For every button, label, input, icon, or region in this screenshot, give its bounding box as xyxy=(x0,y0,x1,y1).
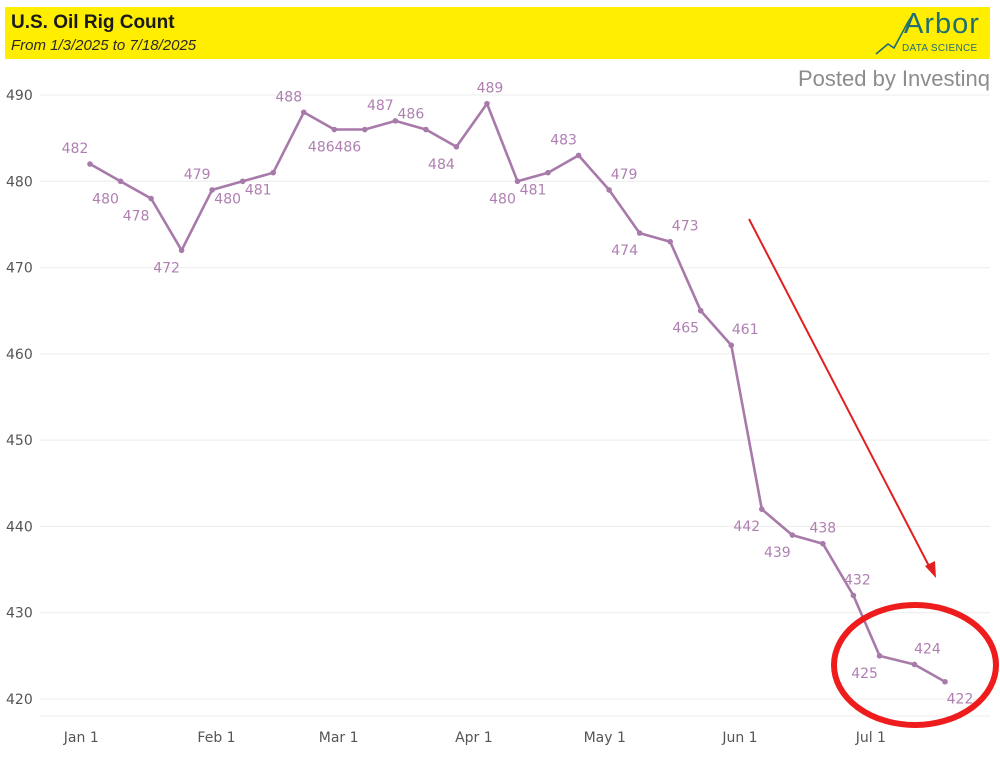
data-point xyxy=(209,187,215,193)
data-label: 479 xyxy=(611,167,638,183)
data-label: 424 xyxy=(914,641,941,657)
y-tick-label: 430 xyxy=(6,606,33,622)
data-point xyxy=(270,169,277,176)
data-point xyxy=(331,126,338,133)
data-label: 480 xyxy=(214,191,241,207)
y-tick-label: 440 xyxy=(6,519,33,535)
data-label: 486 xyxy=(308,140,335,156)
highlight-circle xyxy=(831,602,999,728)
logo-word: Arbor xyxy=(904,8,980,40)
x-tick-label: Feb 1 xyxy=(197,730,235,746)
data-point xyxy=(239,178,246,185)
x-tick-label: Jul 1 xyxy=(855,730,886,746)
data-label: 465 xyxy=(672,321,699,337)
data-label: 481 xyxy=(245,183,272,199)
data-label: 432 xyxy=(844,572,871,588)
data-label: 479 xyxy=(184,167,211,183)
chart-title: U.S. Oil Rig Count xyxy=(11,12,175,33)
data-label: 488 xyxy=(275,89,302,105)
y-tick-label: 420 xyxy=(6,692,33,708)
data-label: 480 xyxy=(92,191,119,207)
data-point xyxy=(820,540,826,547)
data-point xyxy=(453,143,460,150)
data-label: 489 xyxy=(477,81,504,97)
data-point xyxy=(758,506,765,512)
data-label: 442 xyxy=(733,519,760,535)
data-point xyxy=(697,307,704,314)
y-tick-label: 450 xyxy=(6,433,33,449)
data-point xyxy=(117,178,124,185)
chart-subtitle: From 1/3/2025 to 7/18/2025 xyxy=(11,37,197,54)
x-tick-label: May 1 xyxy=(584,730,626,746)
data-label: 480 xyxy=(489,191,516,207)
data-point xyxy=(850,592,857,599)
data-label: 472 xyxy=(153,260,180,276)
trend-arrow xyxy=(748,218,931,569)
data-label: 487 xyxy=(367,98,394,114)
data-point xyxy=(545,169,551,176)
data-label: 438 xyxy=(809,521,836,537)
data-label: 439 xyxy=(764,545,791,561)
data-label: 422 xyxy=(947,692,974,708)
data-point xyxy=(575,152,582,159)
data-point xyxy=(911,661,918,668)
y-tick-label: 460 xyxy=(6,347,33,363)
data-point xyxy=(148,195,154,202)
data-label: 486 xyxy=(398,107,425,123)
data-label: 486 xyxy=(334,140,361,156)
data-point xyxy=(728,342,735,349)
data-point xyxy=(362,126,368,133)
x-tick-label: Jun 1 xyxy=(721,730,757,746)
x-tick-label: Jan 1 xyxy=(63,730,99,746)
data-points xyxy=(87,100,948,685)
arbor-logo-icon xyxy=(875,15,913,55)
arbor-logo: Arbor DATA SCIENCE xyxy=(874,8,986,58)
data-label: 478 xyxy=(123,209,150,225)
gridlines xyxy=(40,94,990,717)
data-point xyxy=(392,118,399,124)
trend-arrow-head xyxy=(925,561,936,578)
y-axis-ticks: 420 430 440 450 460 470 480 490 xyxy=(6,88,33,708)
data-label: 481 xyxy=(520,183,547,199)
data-label: 474 xyxy=(611,243,638,259)
data-point xyxy=(636,230,643,236)
data-point xyxy=(484,100,490,107)
data-point xyxy=(514,178,521,185)
annotations xyxy=(748,218,999,728)
data-point xyxy=(423,126,429,133)
data-point xyxy=(300,109,307,116)
x-axis-ticks: Jan 1 Feb 1 Mar 1 Apr 1 May 1 Jun 1 Jul 1 xyxy=(63,730,886,746)
data-label: 473 xyxy=(672,219,699,235)
y-tick-label: 490 xyxy=(6,88,33,104)
header-banner: U.S. Oil Rig Count From 1/3/2025 to 7/18… xyxy=(5,7,990,59)
x-tick-label: Apr 1 xyxy=(455,730,493,746)
data-point xyxy=(789,532,796,538)
watermark-text: Posted by Investinq xyxy=(797,66,990,91)
data-label: 482 xyxy=(62,141,89,157)
x-tick-label: Mar 1 xyxy=(319,730,359,746)
y-tick-label: 470 xyxy=(6,261,33,277)
data-point xyxy=(606,187,612,193)
logo-subtext: DATA SCIENCE xyxy=(902,43,978,54)
data-point xyxy=(87,161,93,167)
data-point xyxy=(667,238,673,245)
data-label: 461 xyxy=(732,322,759,338)
data-label: 484 xyxy=(428,157,455,173)
data-label: 425 xyxy=(851,666,878,682)
data-point xyxy=(942,678,948,685)
y-tick-label: 480 xyxy=(6,174,33,190)
data-point xyxy=(178,247,185,254)
data-point xyxy=(876,653,883,659)
data-label: 483 xyxy=(550,132,577,148)
